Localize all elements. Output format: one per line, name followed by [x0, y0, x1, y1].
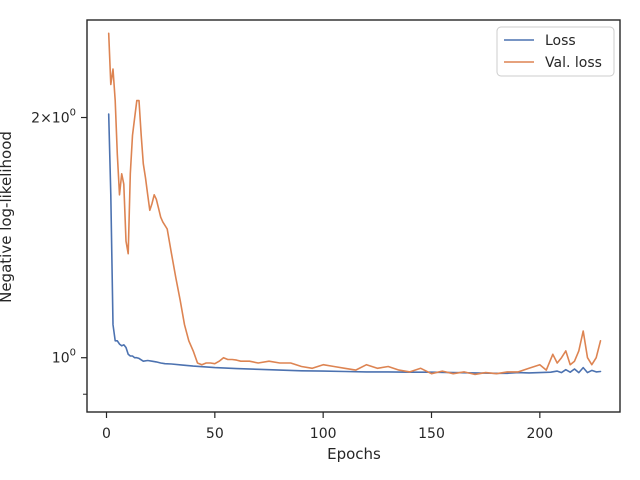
- x-tick-label: 150: [418, 426, 445, 442]
- axes-layer: 0 50 100 150 200 100 2×100: [31, 19, 621, 442]
- x-tick-label: 0: [102, 426, 111, 442]
- legend-label-val-loss: Val. loss: [545, 55, 602, 71]
- y-tick-label: 2×100: [31, 108, 76, 127]
- series-layer: [107, 32, 602, 376]
- x-axis-label: Epochs: [327, 445, 381, 463]
- y-axis-label: Negative log-likelihood: [0, 131, 15, 303]
- y-tick-label: 100: [52, 348, 76, 367]
- x-tick-label: 200: [526, 426, 553, 442]
- legend-label-loss: Loss: [545, 33, 576, 49]
- legend: Loss Val. loss: [496, 26, 615, 77]
- series-line-loss: [107, 113, 602, 375]
- x-tick-label: 100: [310, 426, 337, 442]
- plot-frame: [86, 19, 621, 413]
- x-tick-label: 50: [206, 426, 224, 442]
- series-line-val-loss: [107, 32, 602, 376]
